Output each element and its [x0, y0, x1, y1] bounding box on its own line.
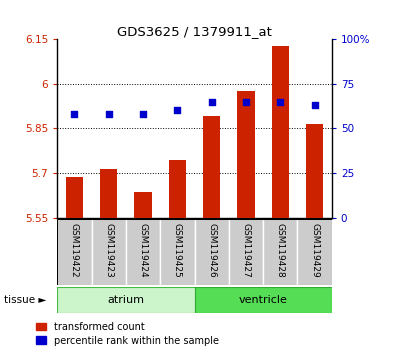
Point — [243, 99, 249, 104]
Legend: transformed count, percentile rank within the sample: transformed count, percentile rank withi… — [36, 322, 219, 346]
Text: GSM119429: GSM119429 — [310, 223, 319, 278]
Point — [140, 111, 146, 117]
Bar — [126, 219, 160, 285]
Bar — [229, 219, 263, 285]
Point — [312, 102, 318, 108]
Text: GSM119423: GSM119423 — [104, 223, 113, 278]
Text: tissue ►: tissue ► — [4, 295, 46, 305]
Bar — [272, 46, 289, 218]
Bar — [169, 160, 186, 218]
Point — [71, 111, 77, 117]
Text: GSM119428: GSM119428 — [276, 223, 285, 278]
Bar — [160, 219, 195, 285]
Bar — [195, 219, 229, 285]
Bar — [57, 287, 195, 313]
Bar — [263, 219, 297, 285]
Point — [174, 108, 181, 113]
Bar — [57, 219, 92, 285]
Text: ventricle: ventricle — [239, 295, 288, 305]
Title: GDS3625 / 1379911_at: GDS3625 / 1379911_at — [117, 25, 272, 38]
Text: atrium: atrium — [107, 295, 145, 305]
Bar — [306, 124, 323, 218]
Bar — [195, 287, 332, 313]
Text: GSM119424: GSM119424 — [139, 223, 148, 278]
Point — [209, 99, 215, 104]
Text: GSM119422: GSM119422 — [70, 223, 79, 278]
Bar — [92, 219, 126, 285]
Bar — [134, 192, 152, 218]
Bar — [297, 219, 332, 285]
Text: GSM119427: GSM119427 — [241, 223, 250, 278]
Text: GSM119426: GSM119426 — [207, 223, 216, 278]
Bar — [237, 91, 255, 218]
Bar — [66, 177, 83, 218]
Bar — [100, 169, 117, 218]
Point — [105, 111, 112, 117]
Point — [277, 99, 284, 104]
Bar — [203, 116, 220, 218]
Text: GSM119425: GSM119425 — [173, 223, 182, 278]
